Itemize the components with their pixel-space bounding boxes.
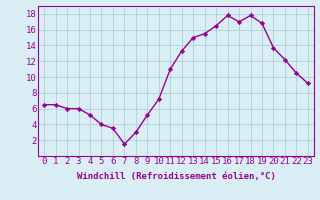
X-axis label: Windchill (Refroidissement éolien,°C): Windchill (Refroidissement éolien,°C)	[76, 172, 276, 181]
